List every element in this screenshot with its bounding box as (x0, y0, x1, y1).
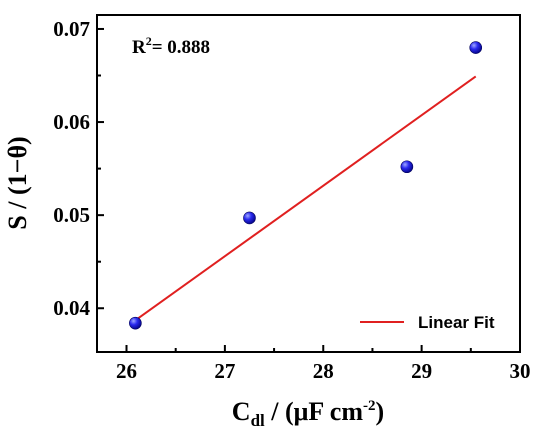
x-tick-label: 30 (510, 359, 531, 383)
x-axis-ticks: 26 27 28 29 30 (116, 345, 531, 383)
x-axis-title: Cdl / (μF cm-2) (232, 397, 384, 430)
r-squared-superscript: 2 (146, 34, 152, 48)
y-tick-label: 0.05 (53, 203, 90, 227)
data-point (400, 160, 414, 174)
y-tick-label: 0.06 (53, 110, 90, 134)
plot-frame (96, 14, 521, 353)
data-points (129, 41, 483, 330)
y-axis-title: S / (1−θ) (3, 136, 32, 229)
y-tick-label: 0.07 (53, 17, 90, 41)
y-axis-ticks: 0.04 0.05 0.06 0.07 (53, 17, 104, 320)
x-tick-label: 26 (116, 359, 137, 383)
r-squared-annotation: R2= 0.888 (132, 34, 210, 58)
data-point (129, 316, 142, 330)
legend: Linear Fit (360, 313, 495, 332)
x-tick-label: 27 (214, 359, 235, 383)
y-tick-label: 0.04 (53, 296, 90, 320)
legend-label-linear-fit: Linear Fit (418, 313, 495, 332)
x-tick-label: 29 (411, 359, 432, 383)
data-point (469, 41, 483, 54)
linear-fit-line (134, 75, 477, 322)
x-tick-label: 28 (313, 359, 334, 383)
data-point (243, 211, 256, 225)
